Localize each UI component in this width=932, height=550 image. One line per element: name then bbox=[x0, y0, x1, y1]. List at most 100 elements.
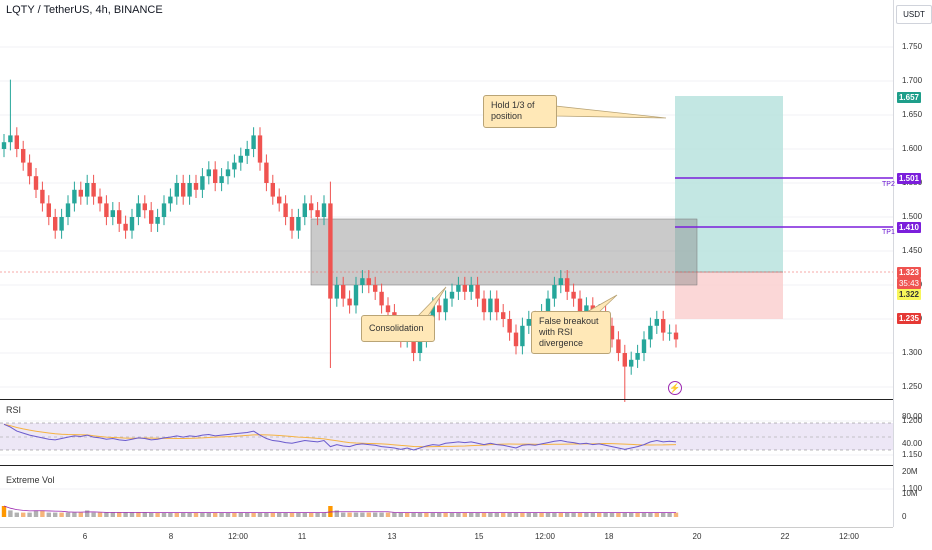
volume-bar bbox=[507, 512, 512, 517]
time-tick: 12:00 bbox=[838, 532, 860, 541]
price-tick: 1.150 bbox=[902, 450, 923, 459]
volume-bar bbox=[264, 512, 269, 517]
entry-price-tag: 1.322 bbox=[897, 289, 921, 300]
candle-body bbox=[136, 203, 141, 217]
volume-bar bbox=[232, 512, 237, 517]
candle-body bbox=[206, 169, 211, 177]
volume-bar bbox=[14, 512, 19, 517]
pane-separator-rsi[interactable] bbox=[0, 399, 893, 400]
candle-body bbox=[104, 203, 109, 217]
volume-bar bbox=[373, 512, 378, 517]
volume-bar bbox=[315, 512, 320, 517]
hold-callout-pointer bbox=[554, 105, 667, 119]
volume-bar bbox=[21, 512, 26, 517]
volume-bar bbox=[283, 512, 288, 517]
volume-bar bbox=[334, 510, 339, 517]
candle-body bbox=[27, 162, 32, 177]
time-tick: 8 bbox=[168, 532, 174, 541]
volume-bar bbox=[193, 512, 199, 517]
candle-body bbox=[629, 359, 634, 367]
candle-body bbox=[584, 305, 589, 313]
volume-bar bbox=[129, 512, 135, 517]
volume-bar bbox=[289, 512, 295, 517]
volume-tick-10m: 10M bbox=[902, 489, 918, 498]
rsi-label[interactable]: RSI bbox=[6, 405, 22, 415]
candle-body bbox=[309, 203, 314, 211]
volume-bar bbox=[360, 512, 365, 517]
volume-bar bbox=[552, 512, 557, 517]
volume-bar bbox=[437, 512, 442, 517]
rsi-band bbox=[0, 423, 893, 450]
volume-bar bbox=[91, 512, 96, 517]
symbol-title[interactable]: LQTY / TetherUS, 4h, BINANCE bbox=[6, 4, 163, 16]
candle-body bbox=[187, 183, 192, 197]
volume-bar bbox=[200, 512, 205, 517]
time-tick: 13 bbox=[387, 532, 397, 541]
candle-body bbox=[673, 332, 679, 340]
time-tick: 11 bbox=[297, 532, 307, 541]
volume-bar bbox=[571, 512, 576, 517]
volume-label[interactable]: Extreme Vol bbox=[6, 475, 55, 485]
candle-body bbox=[475, 285, 480, 299]
rsi-line[interactable] bbox=[3, 423, 677, 451]
volume-bar bbox=[225, 512, 231, 517]
candle-body bbox=[59, 217, 64, 231]
volume-bar bbox=[597, 512, 602, 517]
candle-body bbox=[462, 285, 467, 292]
candle-body bbox=[609, 325, 615, 340]
volume-bar bbox=[565, 512, 570, 517]
volume-bar bbox=[321, 512, 327, 517]
candle-body bbox=[264, 162, 269, 183]
consolidation-box[interactable] bbox=[310, 218, 698, 286]
candle-body bbox=[411, 332, 416, 353]
pane-separator-volume[interactable] bbox=[0, 465, 893, 466]
false-breakout-note[interactable]: False breakout with RSI divergence bbox=[531, 311, 611, 354]
chart-grid bbox=[0, 46, 893, 490]
consolidation-note[interactable]: Consolidation bbox=[361, 315, 435, 342]
candle-body bbox=[213, 169, 218, 183]
hold-position-note[interactable]: Hold 1/3 of position bbox=[483, 95, 557, 128]
volume-bar bbox=[59, 512, 64, 517]
countdown-tag: 35:43 bbox=[897, 278, 921, 289]
rsi-ma-line bbox=[3, 423, 677, 448]
volume-bar bbox=[78, 512, 83, 517]
profit-zone[interactable] bbox=[675, 96, 783, 272]
volume-bar bbox=[366, 512, 371, 517]
volume-bar bbox=[85, 510, 90, 517]
volume-bar bbox=[117, 512, 122, 517]
candle-body bbox=[315, 210, 320, 217]
volume-bar bbox=[65, 512, 71, 517]
volume-bar bbox=[392, 512, 397, 517]
volume-bar bbox=[481, 512, 487, 517]
volume-bar bbox=[341, 512, 346, 517]
candle-body bbox=[155, 217, 160, 224]
volume-bar bbox=[46, 512, 51, 517]
volume-bar bbox=[251, 512, 256, 517]
volume-bar bbox=[1, 506, 7, 517]
candle-body bbox=[501, 312, 506, 319]
volume-bar bbox=[513, 512, 519, 517]
volume-bar bbox=[206, 512, 211, 517]
lightning-icon[interactable]: ⚡ bbox=[668, 381, 682, 395]
price-tick: 1.600 bbox=[902, 144, 923, 153]
time-tick: 20 bbox=[692, 532, 702, 541]
volume-bar bbox=[302, 512, 307, 517]
last-price-tag: 1.323 bbox=[897, 267, 921, 278]
currency-button[interactable]: USDT bbox=[896, 5, 932, 24]
candle-body bbox=[577, 298, 583, 313]
candle-body bbox=[341, 285, 346, 299]
volume-bar bbox=[53, 512, 58, 517]
candle-body bbox=[488, 298, 493, 313]
candle-body bbox=[1, 142, 7, 149]
volume-bar bbox=[494, 512, 499, 517]
volume-bar bbox=[667, 512, 672, 517]
volume-bar bbox=[661, 512, 666, 517]
loss-zone[interactable] bbox=[675, 272, 783, 319]
volume-bar bbox=[136, 512, 141, 517]
stop-price-tag: 1.235 bbox=[897, 313, 921, 324]
candle-body bbox=[545, 298, 551, 313]
volume-bar bbox=[33, 510, 39, 517]
volume-bar bbox=[526, 512, 531, 517]
candle-body bbox=[225, 169, 231, 177]
